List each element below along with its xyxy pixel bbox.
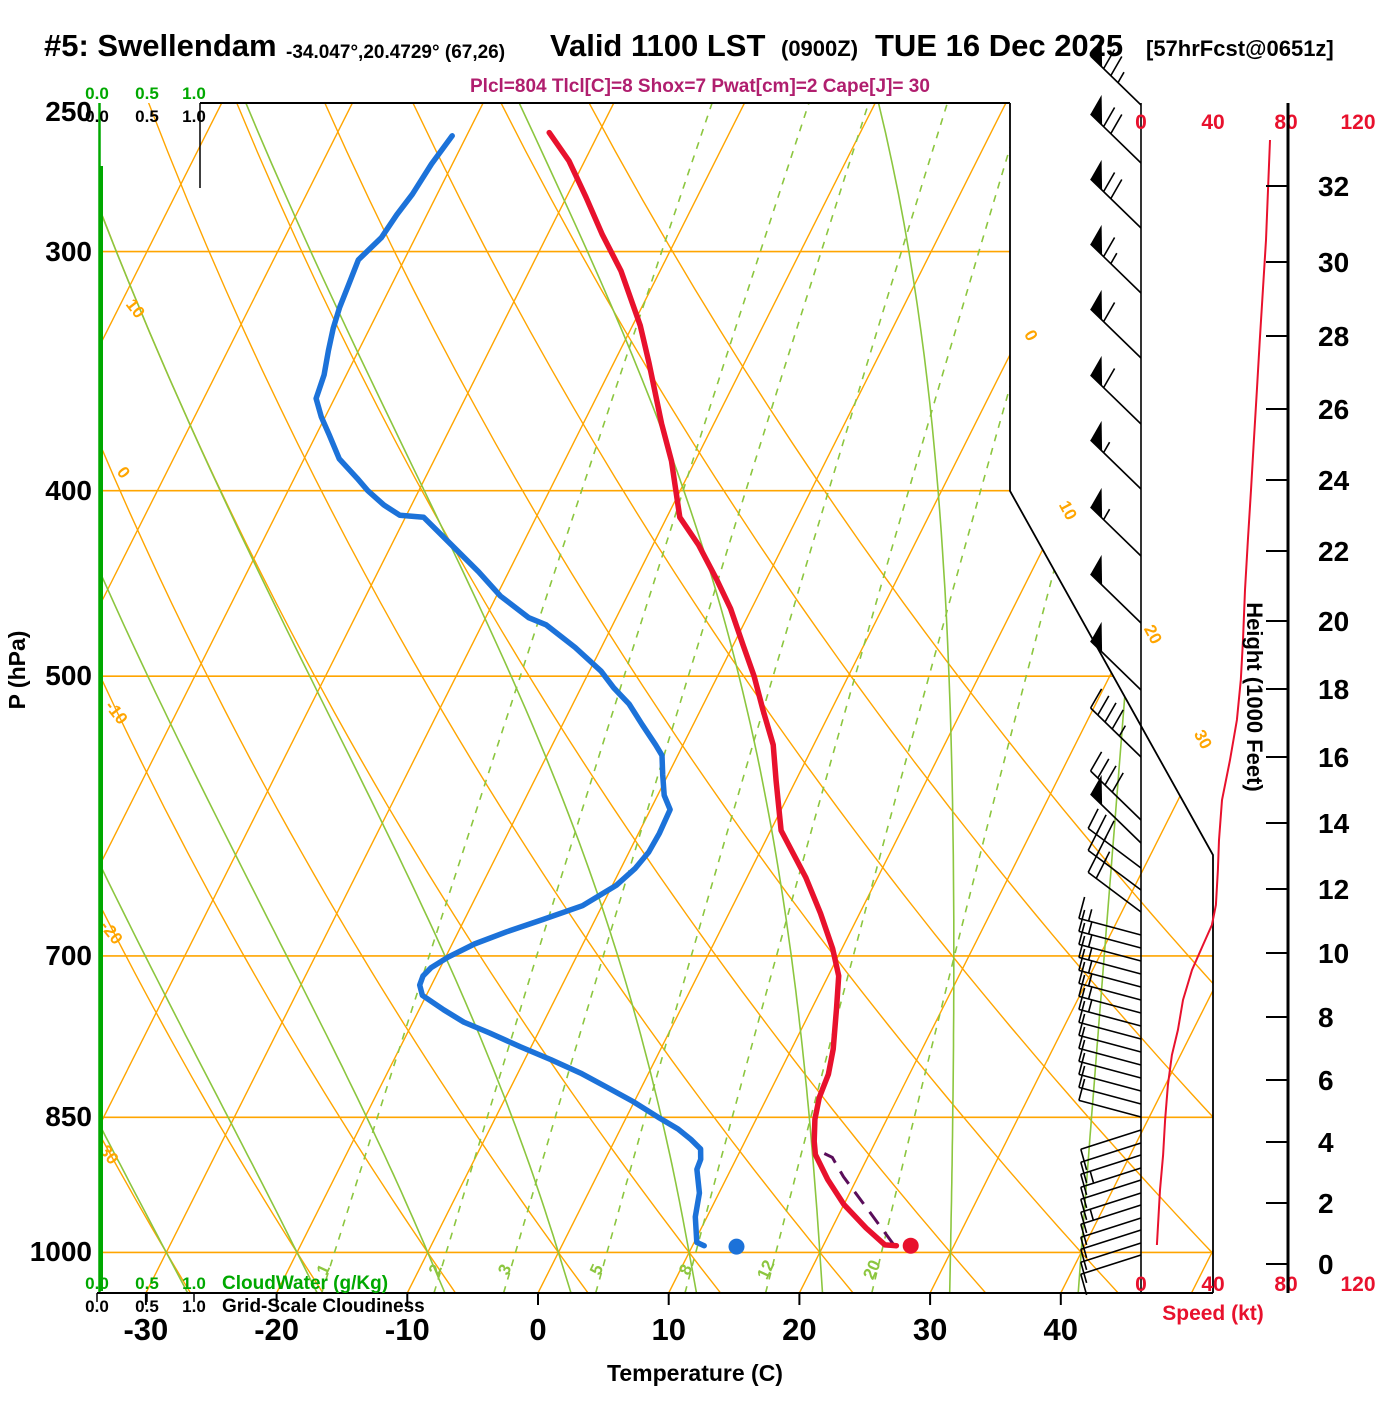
cloudwater-scale-bottom-1.0: 1.0 (182, 1274, 206, 1293)
station-coordinates: -34.047°,20.4729° (67,26) (286, 42, 505, 64)
cloudiness-scale-top-1.0: 1.0 (182, 107, 206, 126)
temp-tick-label--20: -20 (254, 1312, 299, 1347)
station-title: #5: Swellendam (44, 28, 277, 64)
pressure-tick-1000: 1000 (30, 1236, 92, 1267)
cloudiness-scale-top-0.0: 0.0 (85, 107, 109, 126)
cloudwater-scale-bottom-0.5: 0.5 (135, 1274, 159, 1293)
speed-tick-bottom-80: 80 (1274, 1273, 1297, 1296)
pressure-tick-400: 400 (45, 475, 92, 506)
valid-time-label: Valid 1100 LST (550, 28, 765, 64)
height-tick-label-4: 4 (1318, 1127, 1334, 1158)
height-tick-label-2: 2 (1318, 1188, 1334, 1219)
valid-zulu-label: (0900Z) (781, 36, 858, 62)
height-tick-label-28: 28 (1318, 321, 1349, 352)
height-tick-label-20: 20 (1318, 606, 1349, 637)
height-tick-label-30: 30 (1318, 247, 1349, 278)
height-axis-title: Height (1000 Feet) (1242, 602, 1267, 792)
cloudwater-scale-top-1.0: 1.0 (182, 84, 206, 103)
valid-date-label: TUE 16 Dec 2025 (875, 28, 1123, 64)
cloudwater-axis-title: CloudWater (g/Kg) (222, 1273, 388, 1294)
surface-temperature-dot (903, 1238, 919, 1254)
height-tick-label-12: 12 (1318, 874, 1349, 905)
height-tick-label-0: 0 (1318, 1249, 1334, 1280)
temp-tick-label--10: -10 (385, 1312, 430, 1347)
speed-tick-bottom-0: 0 (1135, 1273, 1147, 1296)
speed-tick-bottom-120: 120 (1340, 1273, 1375, 1296)
temperature-axis-title: Temperature (C) (607, 1360, 783, 1386)
height-tick-label-24: 24 (1318, 465, 1350, 496)
speed-axis-title: Speed (kt) (1162, 1302, 1264, 1325)
speed-tick-top-120: 120 (1340, 111, 1375, 134)
height-tick-label-8: 8 (1318, 1002, 1334, 1033)
height-tick-label-14: 14 (1318, 808, 1350, 839)
speed-tick-bottom-40: 40 (1201, 1273, 1224, 1296)
temp-tick-label-10: 10 (651, 1312, 685, 1347)
pressure-tick-850: 850 (45, 1101, 92, 1132)
cloudwater-scale-top-0.0: 0.0 (85, 84, 109, 103)
height-tick-label-16: 16 (1318, 742, 1349, 773)
cloudwater-scale-bottom-0.0: 0.0 (85, 1274, 109, 1293)
speed-tick-top-40: 40 (1201, 111, 1224, 134)
speed-tick-top-0: 0 (1135, 111, 1147, 134)
height-tick-label-10: 10 (1318, 938, 1349, 969)
temp-tick-label-40: 40 (1044, 1312, 1078, 1347)
temp-tick-label--30: -30 (123, 1312, 168, 1347)
height-tick-label-6: 6 (1318, 1065, 1334, 1096)
sounding-indices: Plcl=804 Tlcl[C]=8 Shox=7 Pwat[cm]=2 Cap… (470, 76, 930, 98)
pressure-axis-title: P (hPa) (4, 631, 30, 710)
height-tick-label-26: 26 (1318, 394, 1349, 425)
height-tick-label-32: 32 (1318, 171, 1349, 202)
speed-tick-top-80: 80 (1274, 111, 1297, 134)
pressure-tick-500: 500 (45, 660, 92, 691)
cloudiness-scale-top-0.5: 0.5 (135, 107, 159, 126)
height-tick-label-22: 22 (1318, 536, 1349, 567)
temp-tick-label-0: 0 (529, 1312, 546, 1347)
cloudiness-axis-title: Grid-Scale Cloudiness (222, 1296, 425, 1317)
height-tick-label-18: 18 (1318, 674, 1349, 705)
temp-tick-label-20: 20 (782, 1312, 816, 1347)
forecast-hour-label: [57hrFcst@0651z] (1146, 36, 1334, 62)
pressure-tick-700: 700 (45, 940, 92, 971)
temp-tick-label-30: 30 (913, 1312, 947, 1347)
pressure-tick-300: 300 (45, 236, 92, 267)
cloudwater-scale-top-0.5: 0.5 (135, 84, 159, 103)
surface-dewpoint-dot (729, 1239, 745, 1255)
